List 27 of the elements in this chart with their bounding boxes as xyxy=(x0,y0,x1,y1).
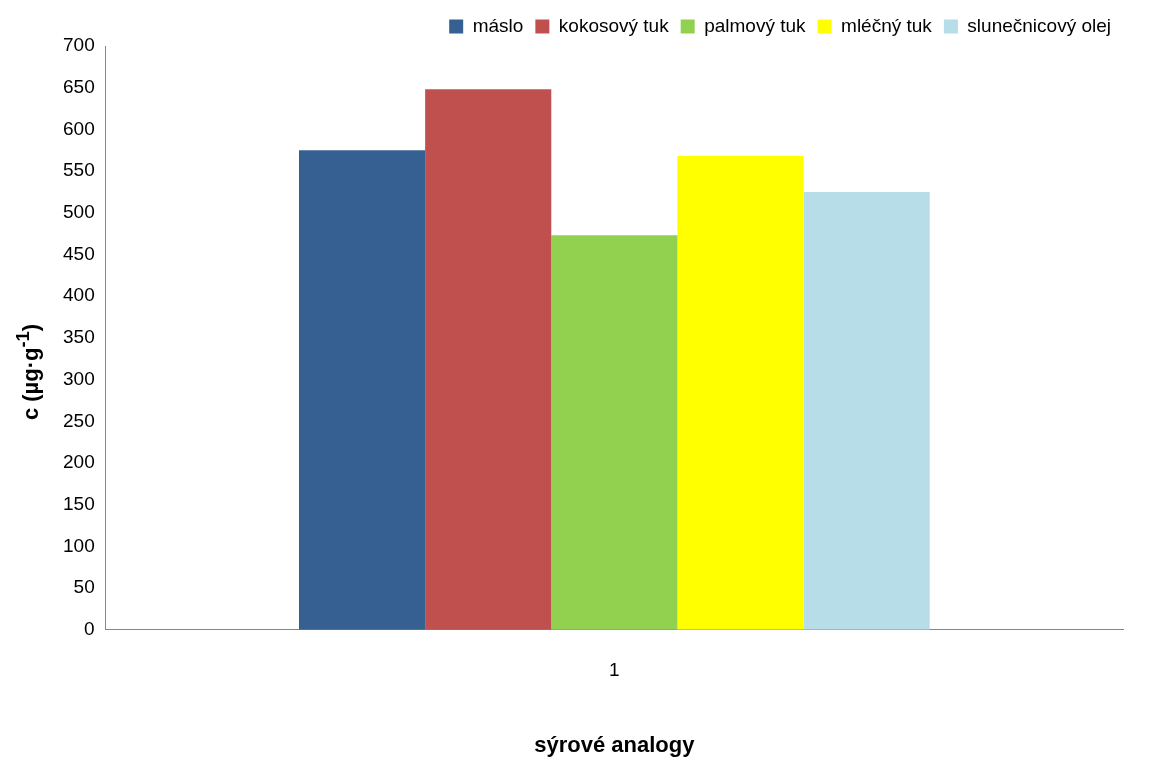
bar xyxy=(298,150,426,630)
y-tick-label: 500 xyxy=(63,201,95,223)
y-tick-label: 400 xyxy=(63,284,95,306)
x-tick-label: 1 xyxy=(609,659,620,681)
bar xyxy=(551,235,678,630)
x-axis-title: sýrové analogy xyxy=(534,731,696,757)
legend-label: mléčný tuk xyxy=(841,14,933,36)
legend-label: palmový tuk xyxy=(704,14,807,36)
y-tick-label: 100 xyxy=(63,534,95,556)
y-tick-label: 650 xyxy=(63,75,95,97)
y-tick-label: 450 xyxy=(63,242,95,264)
y-tick-label: 250 xyxy=(63,409,95,431)
y-tick-label: 350 xyxy=(63,326,95,348)
y-tick-label: 150 xyxy=(63,492,95,514)
y-tick-label: 600 xyxy=(63,117,95,139)
bar xyxy=(677,156,804,630)
y-tick-label: 300 xyxy=(63,367,95,389)
bar xyxy=(803,191,930,630)
y-tick-label: 200 xyxy=(63,451,95,473)
y-tick-label: 700 xyxy=(63,34,95,56)
y-tick-label: 0 xyxy=(84,618,95,640)
y-tick-label: 50 xyxy=(73,576,95,598)
y-tick-label: 550 xyxy=(63,159,95,181)
bar xyxy=(425,89,552,630)
legend-label: kokosový tuk xyxy=(558,14,670,36)
legend-label: slunečnicový olej xyxy=(967,14,1112,36)
legend-label: máslo xyxy=(472,14,524,36)
